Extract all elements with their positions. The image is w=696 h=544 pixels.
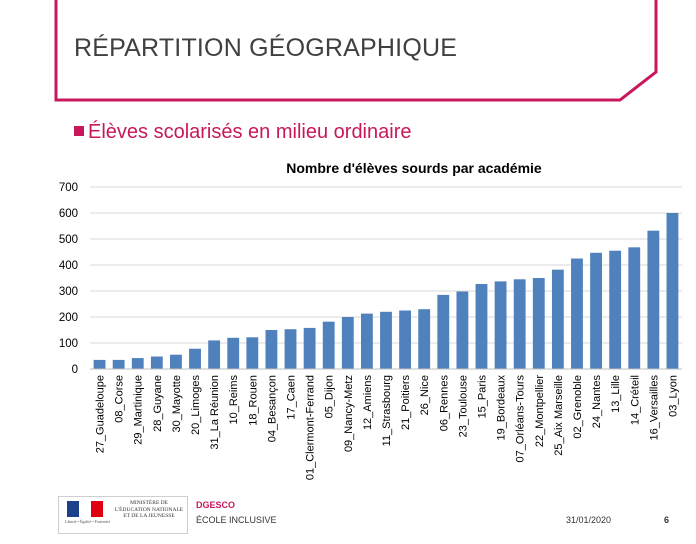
bar bbox=[551, 269, 564, 369]
x-tick-label: 03_Lyon bbox=[667, 375, 679, 417]
bar bbox=[112, 359, 125, 369]
bar bbox=[360, 313, 373, 369]
x-tick-label: 16_Versailles bbox=[648, 375, 660, 441]
x-tick-label: 29_Martinique bbox=[133, 375, 145, 445]
y-tick-label: 0 bbox=[72, 364, 78, 376]
x-tick-label: 07_Orléans-Tours bbox=[515, 375, 527, 463]
x-tick-label: 14_Créteil bbox=[629, 375, 641, 425]
bar bbox=[284, 329, 297, 369]
ministry-logo: Liberté • Égalité • Fraternité MINISTÈRE… bbox=[58, 496, 188, 534]
bar bbox=[227, 337, 240, 369]
x-tick-label: 08_Corse bbox=[114, 375, 126, 423]
x-tick-label: 01_Clermont-Ferrand bbox=[305, 375, 317, 480]
x-tick-label: 28_Guyane bbox=[152, 375, 164, 432]
bar bbox=[208, 340, 221, 369]
bar bbox=[666, 213, 679, 369]
bar bbox=[246, 337, 259, 369]
bar bbox=[93, 359, 106, 369]
logo-motto: Liberté • Égalité • Fraternité bbox=[65, 519, 111, 524]
y-tick-label: 300 bbox=[59, 286, 78, 298]
x-tick-label: 04_Besançon bbox=[266, 375, 278, 442]
page-number: 6 bbox=[664, 515, 670, 525]
bar bbox=[131, 358, 144, 369]
bar bbox=[341, 317, 354, 369]
bar bbox=[456, 291, 469, 369]
bullet-square-icon bbox=[74, 126, 84, 136]
chart-title: Nombre d'élèves sourds par académie bbox=[286, 160, 542, 176]
bar bbox=[150, 356, 163, 369]
y-tick-label: 400 bbox=[59, 260, 78, 272]
footer-date: 31/01/2020 bbox=[566, 515, 612, 525]
y-tick-label: 500 bbox=[59, 234, 78, 246]
x-tick-label: 20_Limoges bbox=[190, 375, 202, 435]
x-tick-label: 13_Lille bbox=[610, 375, 622, 413]
x-tick-label: 18_Rouen bbox=[247, 375, 259, 426]
bar bbox=[609, 250, 622, 369]
bar bbox=[532, 278, 545, 369]
bar bbox=[418, 309, 431, 369]
bar bbox=[437, 294, 450, 369]
y-tick-label: 600 bbox=[59, 208, 78, 220]
x-tick-label: 19_Bordeaux bbox=[496, 375, 508, 441]
bar bbox=[571, 258, 583, 369]
bar bbox=[265, 330, 278, 369]
x-tick-label: 02_Grenoble bbox=[572, 375, 584, 439]
x-tick-label: 21_Poitiers bbox=[400, 375, 412, 431]
bar bbox=[628, 247, 641, 369]
x-tick-label: 15_Paris bbox=[476, 375, 488, 419]
bar bbox=[399, 310, 412, 369]
bar bbox=[647, 230, 660, 369]
logo-text: MINISTÈRE DE L'ÉDUCATION NATIONALE ET DE… bbox=[114, 500, 184, 519]
bar bbox=[494, 281, 507, 369]
x-tick-label: 05_Dijon bbox=[324, 375, 336, 418]
bar bbox=[513, 279, 526, 369]
bar bbox=[380, 311, 392, 369]
y-tick-label: 200 bbox=[59, 312, 78, 324]
x-tick-label: 26_Nice bbox=[419, 375, 431, 415]
x-tick-label: 12_Amiens bbox=[362, 375, 374, 431]
bar bbox=[590, 252, 602, 369]
x-tick-label: 27_Guadeloupe bbox=[95, 375, 107, 453]
x-tick-label: 17_Caen bbox=[286, 375, 298, 420]
bar bbox=[322, 321, 335, 369]
bar bbox=[303, 327, 316, 369]
y-tick-label: 700 bbox=[59, 182, 78, 194]
x-tick-label: 24_Nantes bbox=[591, 375, 603, 429]
x-tick-label: 31_La Réunion bbox=[209, 375, 221, 450]
bar bbox=[170, 354, 182, 369]
x-tick-label: 09_Nancy-Metz bbox=[343, 375, 355, 452]
footer-subtitle: ÉCOLE INCLUSIVE bbox=[196, 515, 277, 525]
bar bbox=[475, 283, 488, 369]
x-tick-label: 06_Rennes bbox=[438, 375, 450, 432]
x-tick-label: 22_Montpellier bbox=[534, 375, 546, 447]
slide-title: RÉPARTITION GÉOGRAPHIQUE bbox=[74, 34, 458, 62]
x-tick-label: 11_Strasbourg bbox=[381, 375, 393, 446]
x-tick-label: 30_Mayotte bbox=[171, 375, 183, 432]
x-tick-label: 10_Reims bbox=[228, 375, 240, 425]
x-tick-label: 25_Aix Marseille bbox=[553, 375, 565, 456]
y-tick-label: 100 bbox=[59, 338, 78, 350]
bullet-label: Élèves scolarisés en milieu ordinaire bbox=[88, 121, 412, 143]
bar bbox=[189, 348, 201, 369]
footer-org: DGESCO bbox=[196, 500, 236, 510]
bullet-text: Élèves scolarisés en milieu ordinaire bbox=[74, 121, 411, 144]
french-flag-icon bbox=[67, 501, 103, 517]
x-tick-label: 23_Toulouse bbox=[457, 375, 469, 437]
